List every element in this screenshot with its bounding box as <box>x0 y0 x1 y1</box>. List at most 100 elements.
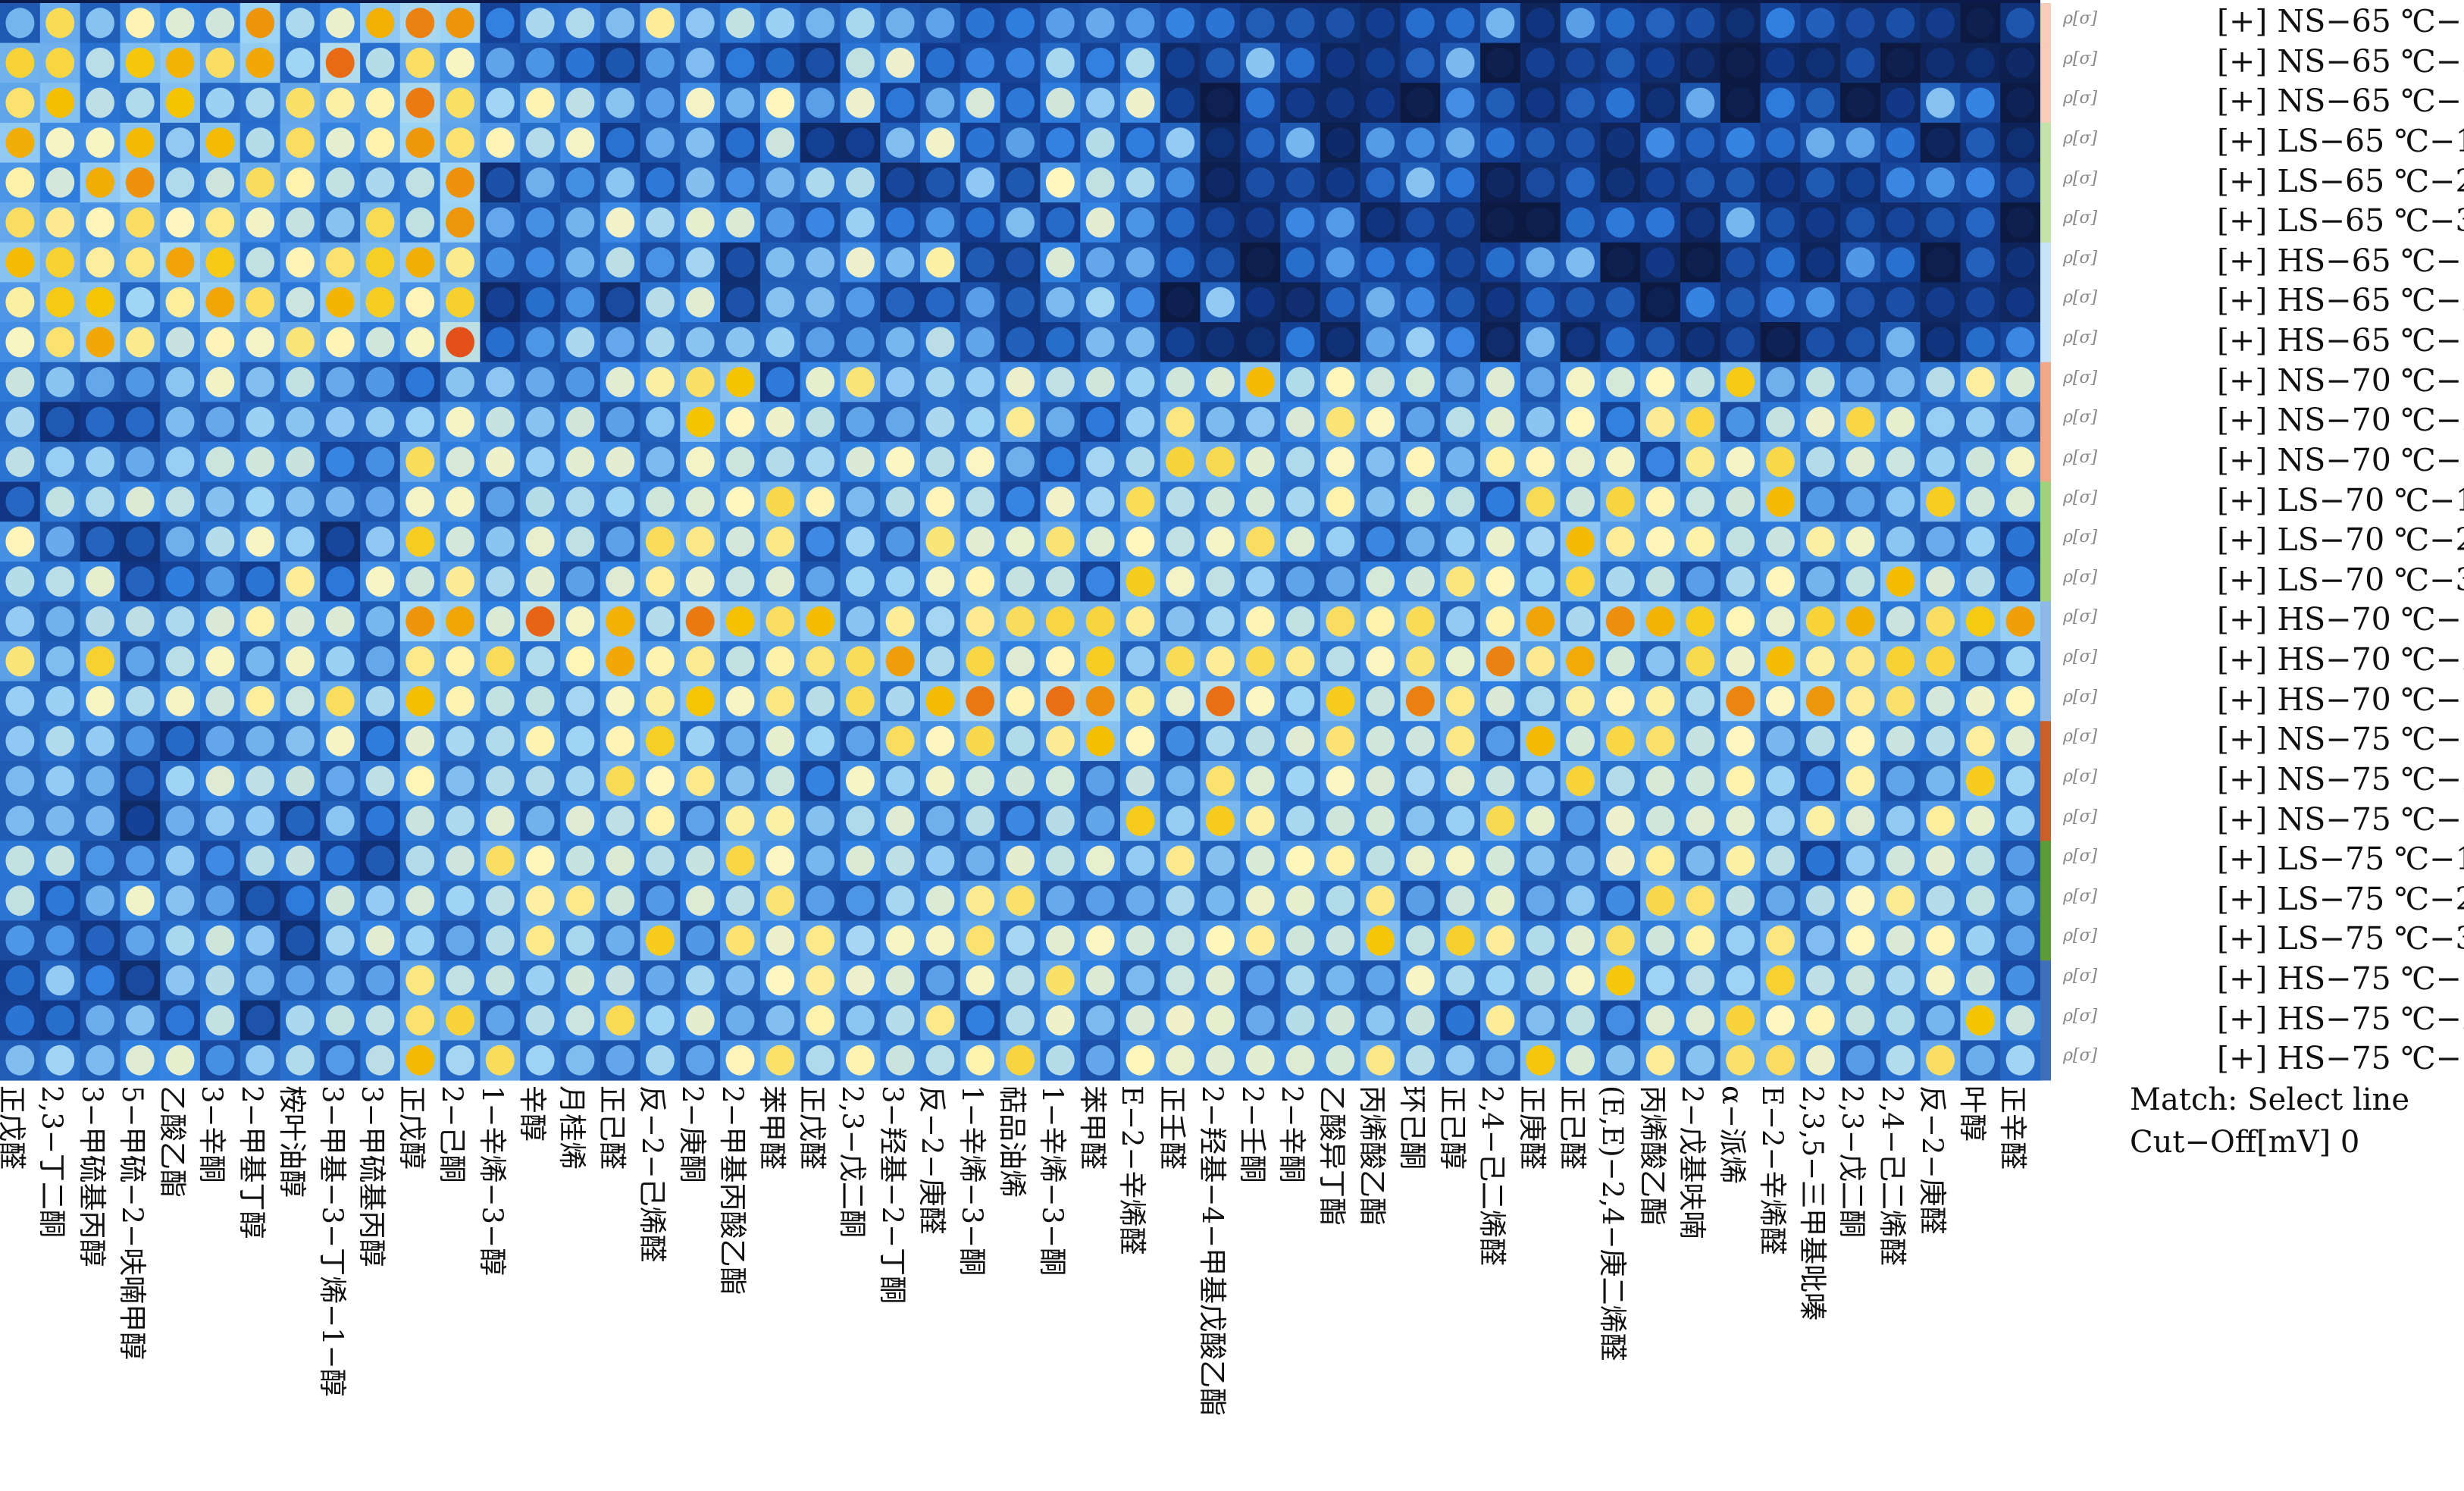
heatmap-spot <box>1486 845 1515 876</box>
heatmap-spot <box>1245 885 1275 916</box>
heatmap-spot <box>845 526 875 557</box>
heatmap-spot <box>1645 845 1675 876</box>
heatmap-spot <box>205 367 235 397</box>
heatmap-spot <box>1486 446 1515 478</box>
heatmap-spot <box>365 327 395 358</box>
heatmap-spot <box>446 327 474 358</box>
heatmap-spot <box>1285 925 1315 956</box>
heatmap-spot <box>1445 606 1475 637</box>
heatmap-spot <box>1566 766 1595 797</box>
heatmap-spot <box>1085 1045 1115 1076</box>
heatmap-spot <box>45 327 75 358</box>
heatmap-spot <box>365 1005 395 1036</box>
heatmap-spot <box>1486 725 1515 756</box>
heatmap-spot <box>325 47 355 78</box>
heatmap-spot <box>645 1045 675 1076</box>
heatmap-spot <box>885 327 915 358</box>
heatmap-spot <box>405 725 435 756</box>
heatmap-spot <box>1486 327 1515 358</box>
heatmap-spot <box>1245 406 1275 437</box>
heatmap-spot <box>765 406 795 437</box>
heatmap-spot <box>1445 766 1475 797</box>
heatmap-spot <box>285 566 315 597</box>
heatmap-spot <box>1965 87 1995 118</box>
heatmap-spot <box>1765 47 1795 78</box>
heatmap-spot <box>1965 686 1995 716</box>
heatmap-spot <box>365 47 395 78</box>
heatmap-spot <box>45 766 75 797</box>
heatmap-spot <box>1045 885 1075 916</box>
heatmap-spot <box>246 327 275 358</box>
heatmap-spot <box>1285 885 1315 916</box>
heatmap-spot <box>1405 805 1435 836</box>
heatmap-spot <box>246 805 275 836</box>
heatmap-spot <box>1285 606 1315 637</box>
row-glyph: ρ[σ] <box>2063 607 2098 627</box>
heatmap-spot <box>165 8 195 39</box>
heatmap-spot <box>1926 725 1955 756</box>
heatmap-spot <box>365 127 395 158</box>
row-glyph: ρ[σ] <box>2063 89 2098 108</box>
heatmap-spot <box>845 47 875 78</box>
heatmap-spot <box>1605 207 1635 238</box>
heatmap-spot <box>1886 87 1915 118</box>
heatmap-spot <box>125 406 155 437</box>
heatmap-spot <box>1886 805 1915 836</box>
heatmap-spot <box>485 925 515 956</box>
heatmap-spot <box>1445 247 1475 278</box>
heatmap-spot <box>1166 725 1195 756</box>
heatmap-spot <box>1965 207 1995 238</box>
heatmap-spot <box>5 87 35 118</box>
heatmap-spot <box>1726 127 1755 158</box>
heatmap-spot <box>165 127 195 158</box>
heatmap-spot <box>1126 1005 1155 1036</box>
heatmap-spot <box>1366 1045 1395 1076</box>
heatmap-spot <box>125 367 155 397</box>
heatmap-spot <box>525 566 555 597</box>
heatmap-spot <box>1886 766 1915 797</box>
heatmap-spot <box>405 247 435 278</box>
heatmap-spot <box>1245 327 1275 358</box>
heatmap-spot <box>1886 247 1915 278</box>
heatmap-spot <box>1205 845 1235 876</box>
heatmap-spot <box>1085 845 1115 876</box>
heatmap-spot <box>86 845 114 876</box>
row-glyph: ρ[σ] <box>2063 9 2098 28</box>
heatmap-spot <box>925 766 955 797</box>
heatmap-spot <box>365 406 395 437</box>
heatmap-spot <box>565 1045 595 1076</box>
row-group-swatch <box>2040 162 2051 203</box>
heatmap-spot <box>2005 127 2035 158</box>
heatmap-spot <box>325 327 355 358</box>
heatmap-spot <box>1205 686 1235 716</box>
heatmap-spot <box>5 1005 35 1036</box>
heatmap-spot <box>565 766 595 797</box>
heatmap-spot <box>1926 127 1955 158</box>
heatmap-spot <box>285 526 315 557</box>
heatmap-spot <box>1045 47 1075 78</box>
heatmap-spot <box>485 1005 515 1036</box>
heatmap-spot <box>1965 367 1995 397</box>
row-label: [+] NS−70 ℃−3 <box>2217 441 2464 478</box>
heatmap-spot <box>485 965 515 996</box>
heatmap-spot <box>1045 725 1075 756</box>
heatmap-spot <box>1926 287 1955 318</box>
heatmap-spot <box>285 247 315 278</box>
heatmap-spot <box>606 526 635 557</box>
column-label: 反−2−庚醛 <box>916 1085 949 1235</box>
heatmap-spot <box>1326 367 1355 397</box>
heatmap-spot <box>1326 686 1355 716</box>
row-glyph: ρ[σ] <box>2063 687 2098 706</box>
heatmap-spot <box>1245 845 1275 876</box>
heatmap-spot <box>325 646 355 677</box>
heatmap-spot <box>1965 446 1995 478</box>
heatmap-spot <box>845 327 875 358</box>
heatmap-spot <box>1805 925 1835 956</box>
heatmap-spot <box>1366 526 1395 557</box>
heatmap-spot <box>565 805 595 836</box>
heatmap-spot <box>645 47 675 78</box>
heatmap-spot <box>645 1005 675 1036</box>
heatmap-spot <box>1126 287 1155 318</box>
heatmap-spot <box>1965 167 1995 198</box>
heatmap-spot <box>606 925 635 956</box>
